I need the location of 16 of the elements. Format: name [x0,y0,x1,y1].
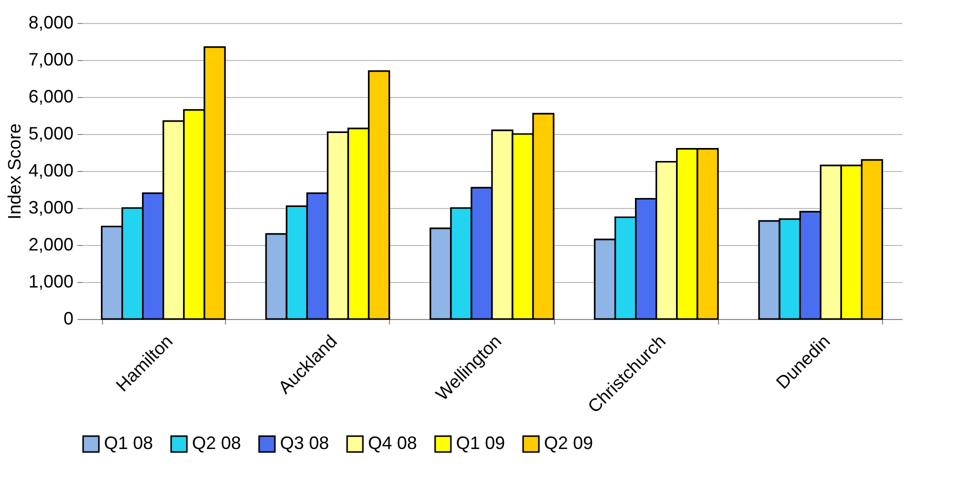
y-tick-label: 2,000 [28,234,74,254]
y-tick-label: 5,000 [28,124,74,144]
y-tick-label: 7,000 [28,50,74,70]
y-tick-label: 3,000 [28,198,74,218]
y-tick-label: 4,000 [28,160,74,180]
legend-label: Q1 08 [104,433,154,454]
y-tick-label: 1,000 [28,272,74,292]
y-axis-title: Index Score [4,123,24,220]
legend-label: Q3 08 [280,433,330,454]
legend-label: Q1 09 [456,433,506,454]
y-tick-label: 8,000 [28,12,74,32]
y-tick-label: 0 [63,308,74,328]
legend-label: Q2 09 [544,433,594,454]
legend-label: Q4 08 [368,433,418,454]
y-tick-label: 6,000 [28,86,74,106]
legend-label: Q2 08 [192,433,242,454]
